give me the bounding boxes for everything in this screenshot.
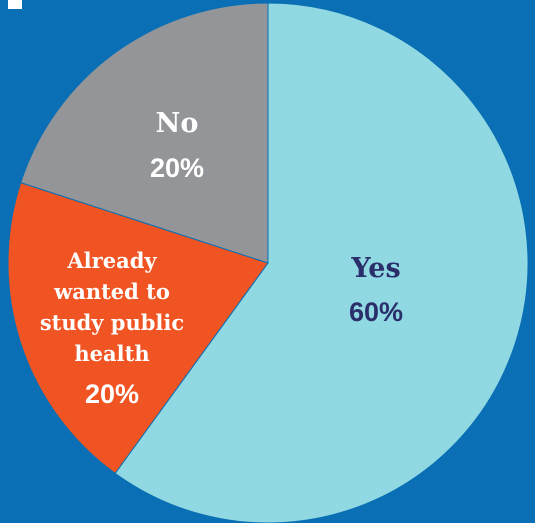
- slice-label-2: Already wanted to study public health: [40, 248, 184, 366]
- pie-slice-3: [20, 2, 269, 264]
- slice-value-2: 20%: [85, 379, 139, 409]
- corner-mark: [8, 0, 22, 9]
- pie-slice-2: [7, 182, 269, 475]
- slice-value-3: 20%: [150, 153, 204, 183]
- slice-label-1: Yes: [350, 253, 400, 284]
- slice-value-1: 60%: [349, 297, 403, 327]
- pie-slice-1: [114, 2, 529, 523]
- slice-label-3: No: [156, 108, 199, 139]
